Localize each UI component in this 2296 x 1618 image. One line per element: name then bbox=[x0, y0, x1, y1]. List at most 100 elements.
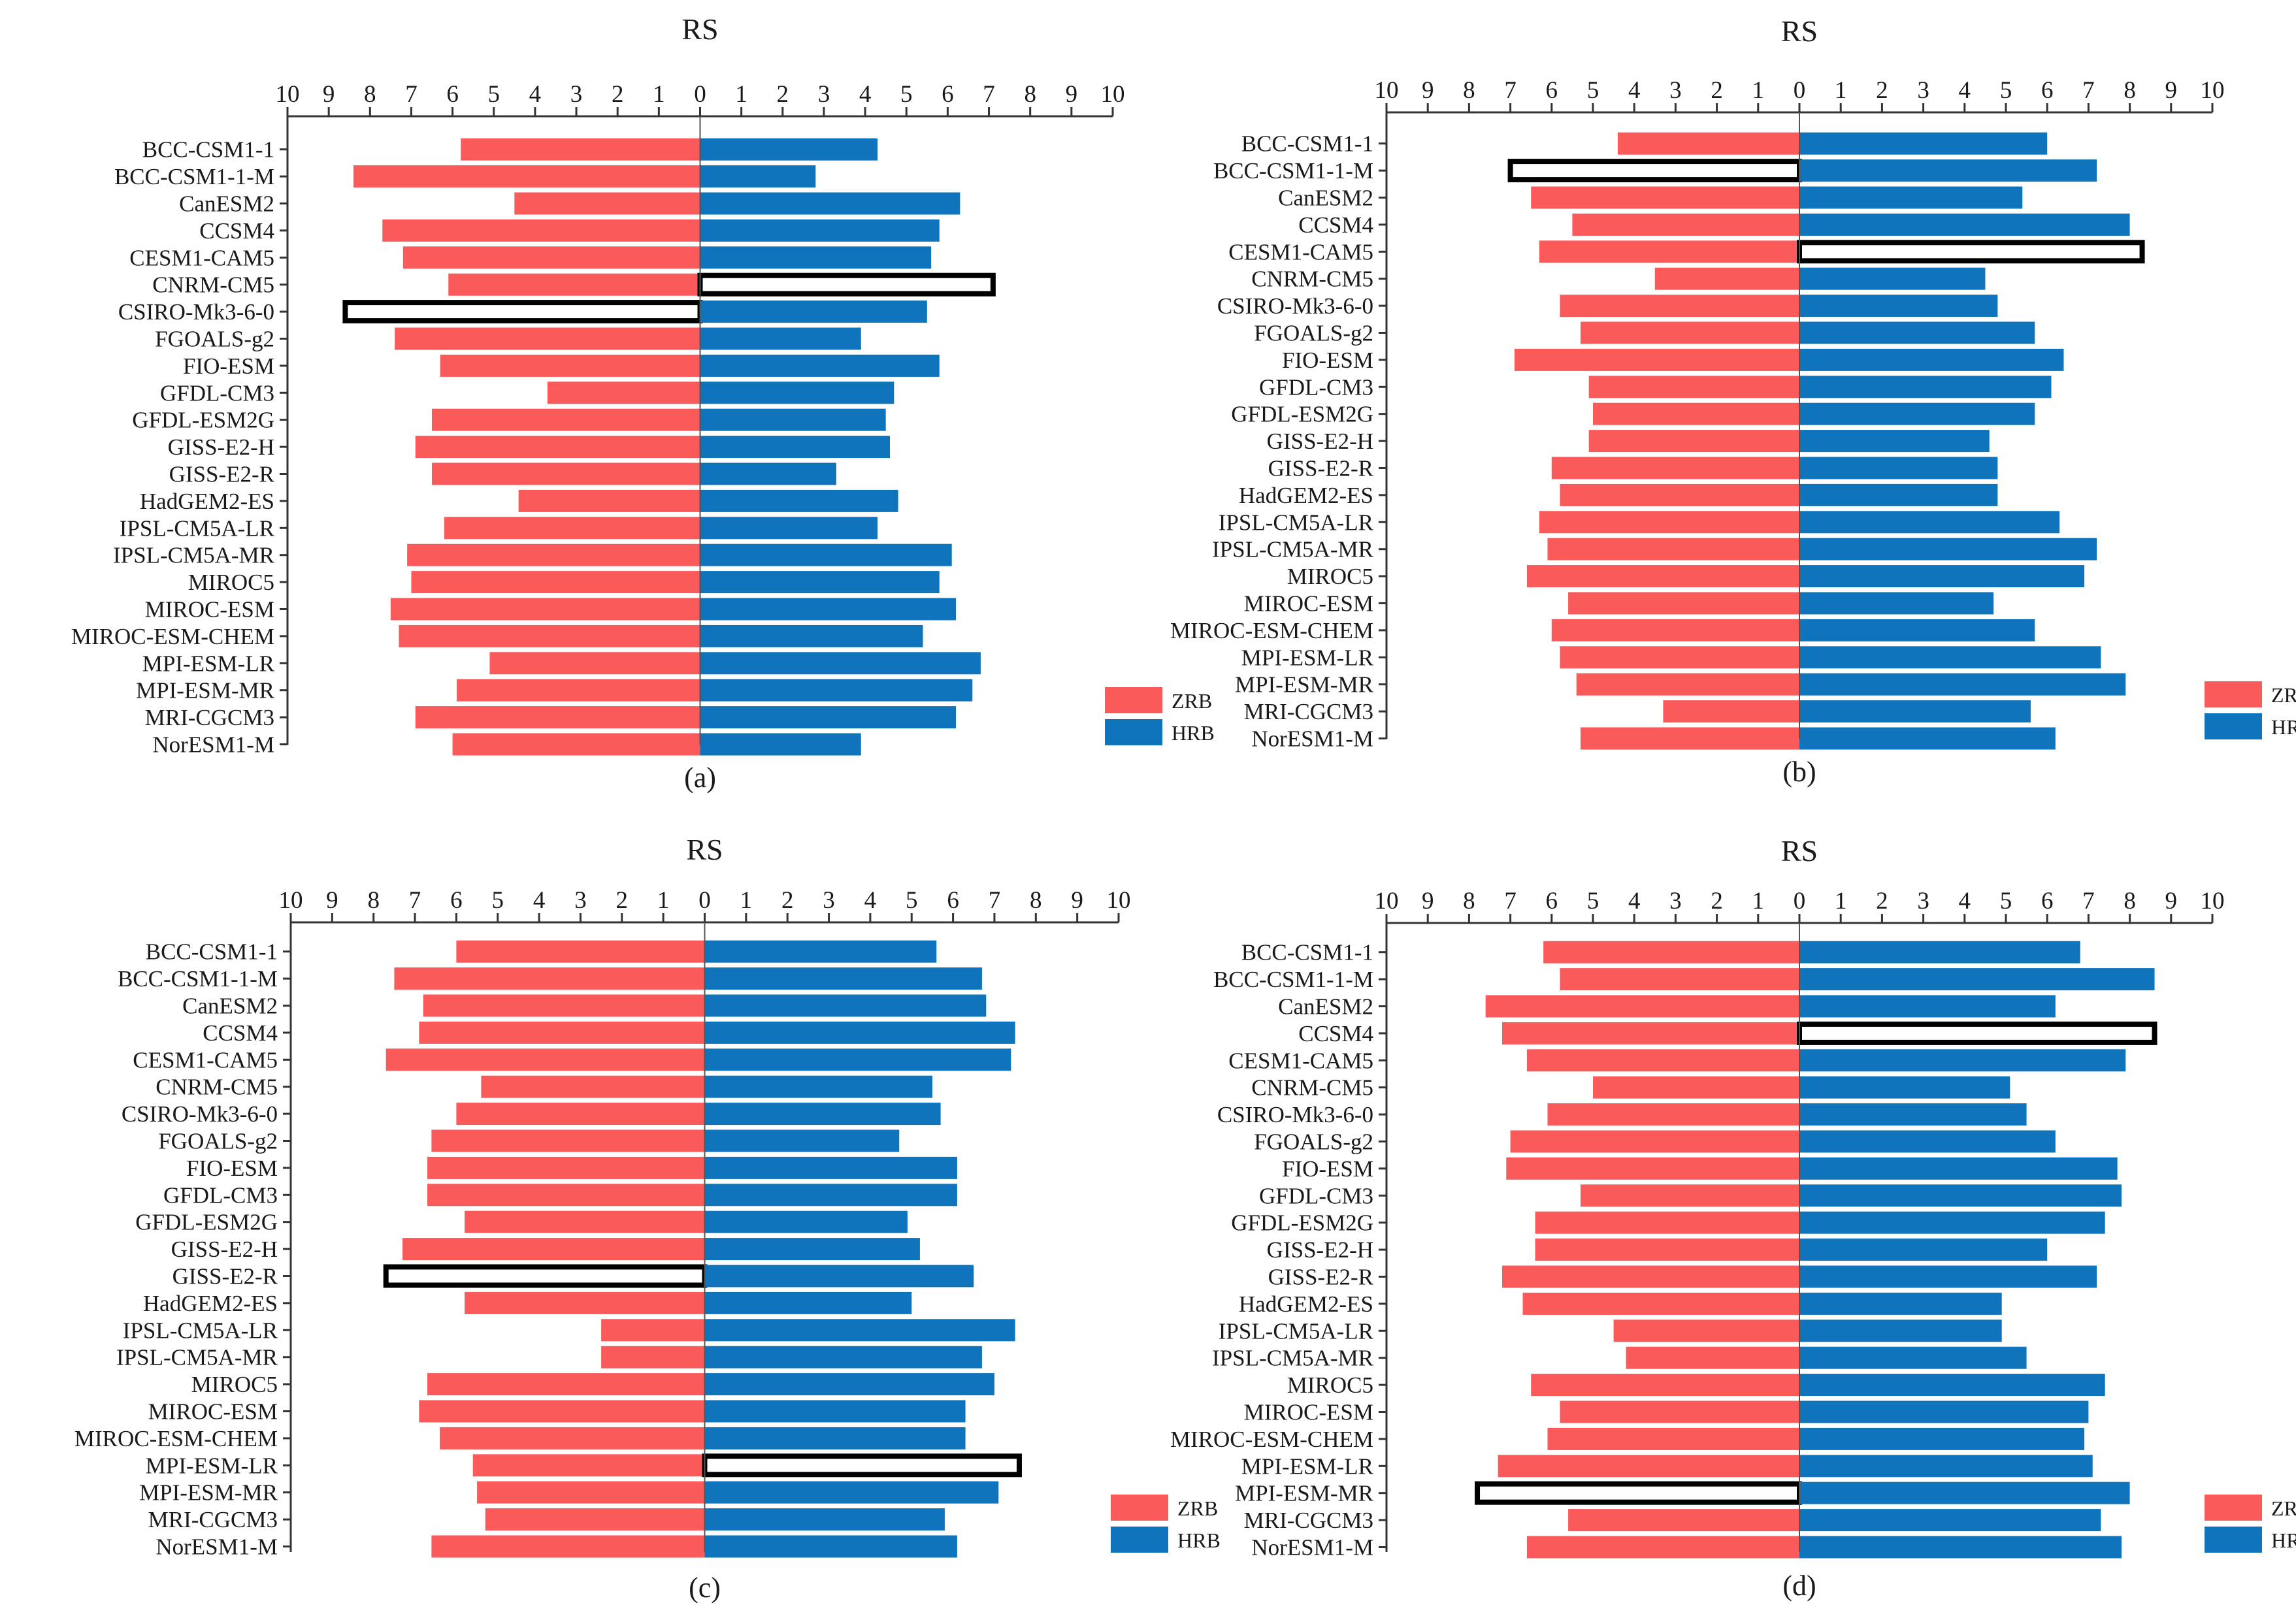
bar-hrb bbox=[1799, 159, 2097, 182]
category-label: CSIRO-Mk3-6-0 bbox=[1217, 1102, 1373, 1127]
bar-zrb bbox=[1539, 240, 1799, 263]
bar-zrb bbox=[1617, 132, 1799, 155]
category-label: NorESM1-M bbox=[152, 732, 274, 758]
bar-zrb bbox=[1506, 1157, 1799, 1180]
bar-hrb bbox=[1799, 132, 2048, 155]
category-label: BCC-CSM1-1 bbox=[142, 137, 274, 163]
category-label: MRI-CGCM3 bbox=[145, 705, 274, 730]
panel-label: (c) bbox=[689, 1572, 721, 1604]
panel-label: (b) bbox=[1782, 756, 1816, 788]
category-label: MPI-ESM-MR bbox=[136, 678, 275, 704]
x-tick-label: 0 bbox=[698, 887, 711, 914]
legend-swatch-hrb bbox=[1105, 719, 1162, 745]
bar-hrb bbox=[700, 462, 836, 485]
bar-zrb bbox=[1613, 1319, 1799, 1342]
category-label: MPI-ESM-LR bbox=[146, 1453, 278, 1478]
bar-hrb bbox=[700, 219, 940, 242]
bar-hrb bbox=[1799, 700, 2031, 723]
category-label: MPI-ESM-LR bbox=[1241, 1453, 1374, 1479]
bar-zrb bbox=[1593, 1076, 1799, 1099]
bar-zrb bbox=[456, 1103, 705, 1125]
category-label: NorESM1-M bbox=[1251, 1535, 1373, 1561]
bar-zrb bbox=[1514, 348, 1799, 371]
bar-zrb bbox=[444, 517, 700, 540]
bar-hrb bbox=[1799, 267, 1986, 290]
category-label: GISS-E2-H bbox=[168, 434, 274, 460]
category-label: CSIRO-Mk3-6-0 bbox=[1217, 293, 1373, 319]
category-label: BCC-CSM1-1 bbox=[1241, 940, 1373, 965]
bar-zrb bbox=[1547, 1103, 1799, 1126]
bar-zrb bbox=[514, 192, 700, 215]
bar-zrb bbox=[1522, 1292, 1799, 1315]
x-tick-label: 9 bbox=[1066, 81, 1078, 108]
category-label: CanESM2 bbox=[1278, 994, 1373, 1020]
x-tick-label: 8 bbox=[1463, 888, 1475, 914]
bar-hrb bbox=[704, 1075, 932, 1098]
bar-hrb bbox=[700, 733, 861, 756]
category-label: MIROC-ESM bbox=[145, 597, 274, 623]
category-label: MIROC-ESM-CHEM bbox=[74, 1426, 278, 1451]
category-label: MIROC-ESM bbox=[148, 1399, 278, 1425]
legend-label-hrb: HRB bbox=[1177, 1529, 1221, 1552]
bar-zrb bbox=[1535, 1211, 1799, 1234]
x-tick-label: 1 bbox=[735, 81, 747, 108]
legend-label-hrb: HRB bbox=[2271, 1529, 2296, 1552]
bar-hrb bbox=[1799, 619, 2035, 641]
bar-zrb bbox=[440, 1427, 705, 1449]
x-tick-label: 0 bbox=[1794, 77, 1806, 104]
bar-hrb bbox=[704, 1210, 908, 1233]
x-tick-label: 8 bbox=[1030, 887, 1042, 914]
bar-hrb bbox=[704, 1048, 1011, 1071]
x-tick-label: 6 bbox=[2041, 888, 2054, 914]
bar-zrb bbox=[1531, 1374, 1799, 1397]
bar-hrb bbox=[704, 994, 987, 1017]
bar-zrb bbox=[402, 1238, 705, 1261]
bar-zrb bbox=[1547, 538, 1799, 560]
category-label: CNRM-CM5 bbox=[156, 1075, 278, 1100]
x-tick-label: 8 bbox=[367, 887, 380, 914]
category-label: MPI-ESM-LR bbox=[142, 651, 275, 676]
bar-hrb bbox=[1799, 1211, 2105, 1234]
bar-zrb bbox=[382, 219, 700, 242]
bar-hrb bbox=[1799, 430, 1990, 453]
category-label: MPI-ESM-MR bbox=[1235, 1481, 1374, 1506]
category-label: GFDL-CM3 bbox=[163, 1182, 278, 1208]
x-tick-label: 6 bbox=[450, 887, 463, 914]
bar-zrb bbox=[489, 652, 700, 675]
bar-hrb bbox=[704, 1238, 920, 1261]
bar-zrb bbox=[472, 1454, 705, 1477]
x-tick-label: 7 bbox=[989, 887, 1001, 914]
category-label: FGOALS-g2 bbox=[1254, 1129, 1373, 1155]
bar-zrb bbox=[440, 354, 700, 377]
x-tick-label: 3 bbox=[823, 887, 835, 914]
bar-hrb bbox=[1799, 321, 2035, 344]
bar-hrb bbox=[1799, 1536, 2122, 1559]
bar-hrb bbox=[1799, 1103, 2027, 1126]
bar-zrb bbox=[1526, 565, 1799, 588]
x-tick-label: 9 bbox=[2165, 77, 2178, 104]
bar-zrb bbox=[419, 1021, 705, 1044]
category-label: FGOALS-g2 bbox=[158, 1129, 278, 1154]
bar-hrb bbox=[704, 967, 982, 990]
bar-zrb bbox=[601, 1319, 705, 1342]
bar-hrb bbox=[1799, 592, 1994, 615]
category-label: NorESM1-M bbox=[1251, 726, 1373, 752]
bar-zrb bbox=[461, 138, 700, 161]
legend-swatch-hrb bbox=[2205, 1527, 2262, 1553]
category-label: GISS-E2-R bbox=[1268, 1265, 1374, 1290]
chart-title: RS bbox=[686, 833, 723, 866]
bar-zrb bbox=[1572, 213, 1799, 236]
bar-zrb bbox=[427, 1156, 705, 1179]
x-tick-label: 7 bbox=[983, 81, 995, 108]
x-tick-label: 2 bbox=[781, 887, 794, 914]
bar-zrb bbox=[432, 408, 700, 431]
bar-hrb bbox=[704, 1184, 957, 1206]
legend-swatch-zrb bbox=[1105, 687, 1162, 713]
bar-zrb bbox=[1663, 700, 1799, 723]
panel-label: (d) bbox=[1782, 1570, 1816, 1602]
bar-zrb bbox=[1551, 619, 1799, 641]
x-tick-label: 8 bbox=[364, 81, 376, 108]
category-label: IPSL-CM5A-LR bbox=[120, 515, 275, 541]
